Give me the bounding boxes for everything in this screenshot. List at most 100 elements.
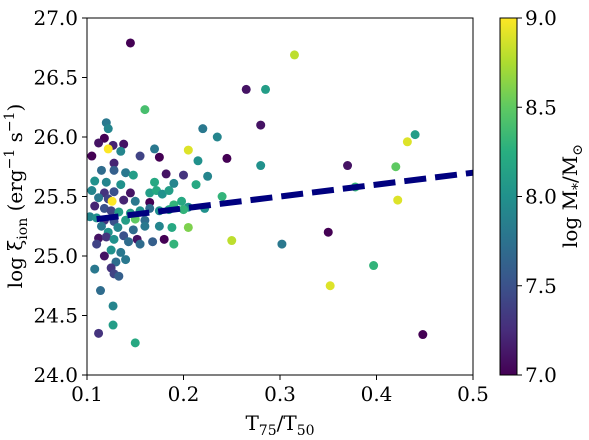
data-point: [87, 186, 97, 196]
colorbar-label: log M*/M⊙: [558, 144, 586, 248]
x-tick-label: 0.3: [264, 382, 296, 406]
data-point: [109, 158, 119, 168]
data-point: [198, 124, 208, 134]
data-point: [217, 192, 227, 201]
data-point: [108, 301, 118, 311]
data-point: [101, 232, 111, 242]
y-tick-label: 24.5: [33, 304, 78, 328]
colorbar-tick-label: 9.0: [525, 6, 557, 30]
data-point: [161, 169, 171, 179]
data-point: [109, 165, 119, 175]
data-point: [99, 203, 109, 213]
data-point: [119, 231, 129, 241]
y-tick-label: 25.0: [33, 244, 78, 268]
colorbar-tick-label: 7.0: [525, 363, 557, 387]
y-axis-label: log ξion (erg−1 s−1): [2, 104, 31, 289]
data-point: [135, 151, 145, 161]
fit-line: [96, 169, 473, 223]
y-axis-ticks: 24.0 24.5 25.0 25.5 26.0 26.5 27.0: [33, 6, 87, 387]
data-point: [96, 286, 106, 296]
data-point: [92, 239, 102, 249]
data-point: [193, 156, 203, 166]
data-point: [179, 170, 188, 180]
data-point: [169, 239, 179, 249]
data-point: [94, 138, 104, 148]
data-point: [116, 180, 126, 190]
data-point: [183, 145, 193, 155]
data-point: [261, 84, 271, 94]
data-point: [402, 137, 412, 147]
data-point: [116, 247, 126, 257]
data-point: [96, 221, 106, 231]
data-point: [191, 180, 201, 190]
data-point: [323, 227, 333, 237]
x-tick-label: 0.1: [71, 382, 103, 406]
colorbar-tick-label: 8.5: [525, 95, 557, 119]
data-point: [159, 234, 169, 244]
data-point: [90, 201, 100, 211]
data-point: [130, 196, 140, 206]
x-axis-label: T75/T50: [245, 411, 314, 439]
data-point: [148, 237, 158, 247]
data-point: [256, 161, 266, 171]
data-point: [94, 328, 104, 338]
data-point: [125, 188, 135, 198]
data-point: [128, 170, 138, 180]
data-point: [101, 177, 111, 187]
x-tick-label: 0.2: [168, 382, 200, 406]
data-point: [108, 320, 118, 330]
data-point: [90, 264, 100, 274]
data-point: [87, 151, 97, 161]
data-point: [90, 176, 100, 186]
data-point: [128, 225, 138, 235]
fit-line-layer: [96, 169, 473, 223]
data-point: [241, 84, 251, 94]
colorbar-tick-label: 8.0: [525, 185, 557, 209]
data-point: [94, 193, 104, 203]
data-point: [103, 144, 113, 154]
data-point: [103, 124, 113, 134]
data-point: [212, 132, 222, 142]
y-tick-label: 26.0: [33, 125, 78, 149]
data-point: [222, 153, 232, 163]
x-axis-ticks: 0.1 0.2 0.3 0.4 0.5: [71, 375, 489, 406]
data-point: [111, 257, 121, 267]
colorbar: [499, 17, 518, 376]
data-point: [96, 165, 106, 175]
data-point: [119, 195, 129, 205]
data-point: [106, 206, 116, 216]
data-point: [369, 261, 379, 271]
data-point: [154, 221, 164, 231]
data-point: [107, 196, 117, 206]
data-point: [177, 196, 187, 206]
data-point: [227, 236, 237, 246]
data-point: [135, 239, 145, 249]
x-tick-label: 0.4: [361, 382, 393, 406]
colorbar-ticks: 7.0 7.5 8.0 8.5 9.0: [517, 6, 557, 387]
data-point: [183, 222, 193, 232]
data-point: [150, 177, 160, 187]
data-point: [154, 152, 164, 162]
data-point: [391, 162, 401, 172]
data-point: [157, 189, 167, 199]
y-tick-label: 27.0: [33, 6, 78, 30]
scatter-points: [87, 38, 428, 348]
data-point: [179, 205, 188, 215]
data-point: [99, 251, 109, 261]
data-point: [140, 221, 150, 231]
x-tick-label: 0.5: [457, 382, 489, 406]
data-point: [277, 239, 287, 249]
data-point: [109, 187, 119, 197]
data-point: [410, 130, 420, 140]
data-point: [123, 237, 133, 247]
data-point: [116, 146, 126, 156]
data-point: [203, 171, 213, 181]
data-point: [119, 139, 129, 149]
data-point: [150, 144, 160, 154]
data-point: [130, 338, 140, 348]
y-tick-label: 26.5: [33, 66, 78, 90]
data-point: [145, 188, 155, 198]
data-point: [121, 255, 131, 265]
data-point: [393, 195, 403, 205]
